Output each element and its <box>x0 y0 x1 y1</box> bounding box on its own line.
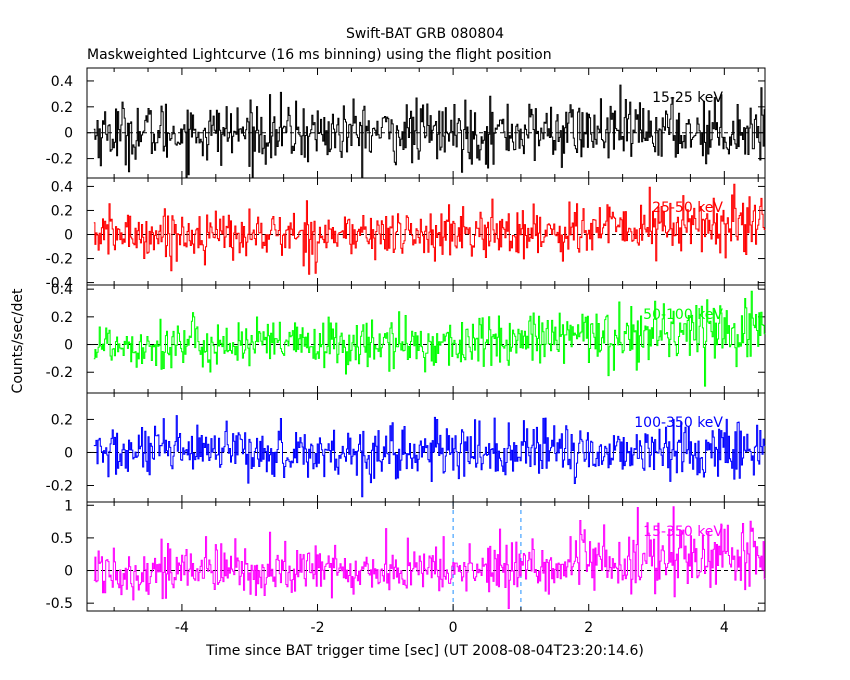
lightcurve-series <box>93 415 766 498</box>
panel-frame <box>86 501 766 612</box>
y-tick-label: 0 <box>64 126 73 142</box>
y-tick-label: -0.2 <box>46 152 73 168</box>
y-tick-label: 0.4 <box>51 74 73 90</box>
chart-subtitle: Maskweighted Lightcurve (16 ms binning) … <box>87 47 552 63</box>
x-tick-label: -4 <box>175 620 189 636</box>
y-tick-label: 0 <box>64 564 73 580</box>
y-tick-label: 0.2 <box>51 412 73 428</box>
y-tick-label: 0.4 <box>51 179 73 195</box>
series-label: 15-350 keV <box>643 524 723 540</box>
x-tick-label: 2 <box>584 620 593 636</box>
y-tick-label: -0.2 <box>46 252 73 268</box>
y-tick-label: 0.2 <box>51 100 73 116</box>
y-tick-label: 0 <box>64 338 73 354</box>
y-tick-label: 0 <box>64 228 73 244</box>
x-axis-label: Time since BAT trigger time [sec] (UT 20… <box>205 643 644 659</box>
panel-1: -0.2 0 0.2 0.4 15-25 keV <box>46 67 766 179</box>
panel-5: -0.5 0 0.5 1 -4 -2 0 2 4 15-350 keV <box>46 498 766 636</box>
panel-3: -0.2 0 0.2 0.4 50-100 keV <box>46 282 766 394</box>
y-tick-label: 1 <box>64 498 73 514</box>
y-tick-label: -0.4 <box>46 276 73 292</box>
lightcurve-series <box>93 183 766 275</box>
chart-title: Swift-BAT GRB 080804 <box>346 26 504 42</box>
y-tick-label: -0.2 <box>46 365 73 381</box>
y-tick-label: 0.2 <box>51 310 73 326</box>
x-tick-label: 0 <box>449 620 458 636</box>
series-label: 15-25 keV <box>652 90 723 106</box>
lightcurve-series <box>93 84 766 179</box>
lightcurve-series <box>93 506 766 609</box>
x-tick-label: -2 <box>311 620 325 636</box>
y-tick-label: 0.2 <box>51 203 73 219</box>
y-tick-label: 0 <box>64 445 73 461</box>
y-tick-label: -0.5 <box>46 596 73 612</box>
panels-group: -0.2 0 0.2 0.4 15-25 keV -0.4 -0.2 0 0.2 0.4 25-50… <box>46 67 766 636</box>
x-tick-label: 4 <box>720 620 729 636</box>
y-tick-label: 0.5 <box>51 531 73 547</box>
lightcurve-series <box>93 290 766 387</box>
y-axis-label: Counts/sec/det <box>10 288 26 393</box>
y-tick-label: -0.2 <box>46 478 73 494</box>
panel-2: -0.4 -0.2 0 0.2 0.4 25-50 keV <box>46 177 766 292</box>
series-label: 100-350 keV <box>634 415 723 431</box>
y-tick-label: 0.4 <box>51 282 73 298</box>
series-label: 25-50 keV <box>652 200 723 216</box>
series-label: 50-100 keV <box>643 307 723 323</box>
